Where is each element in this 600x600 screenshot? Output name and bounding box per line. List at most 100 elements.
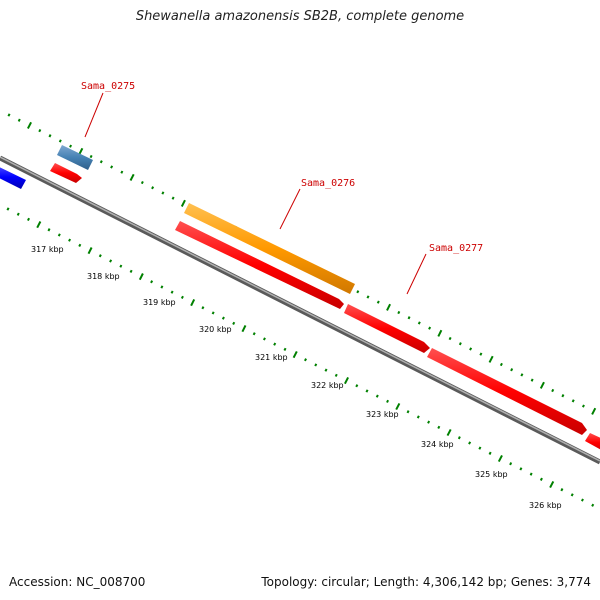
minor-tick <box>221 316 225 320</box>
label-leaders <box>84 92 427 295</box>
minor-tick <box>47 228 51 232</box>
minor-tick <box>160 285 164 289</box>
minor-tick <box>129 269 133 273</box>
feature-sama-0276-orange[interactable] <box>184 203 355 294</box>
minor-tick <box>581 404 585 408</box>
minor-tick <box>591 503 595 507</box>
minor-tick <box>38 128 42 133</box>
feature-blue-partial[interactable] <box>0 165 26 189</box>
major-tick <box>87 247 93 255</box>
major-tick <box>539 381 545 389</box>
minor-tick <box>407 316 411 320</box>
minor-tick <box>150 280 154 284</box>
minor-tick <box>171 196 175 200</box>
minor-tick <box>457 436 461 440</box>
minor-tick <box>273 342 277 346</box>
minor-tick <box>355 384 359 388</box>
minor-tick <box>478 446 482 450</box>
minor-tick <box>211 311 215 315</box>
minor-tick <box>539 477 543 481</box>
gene-label-sama-0276[interactable]: Sama_0276 <box>301 178 355 189</box>
major-tick <box>591 407 597 415</box>
minor-tick <box>488 451 492 455</box>
minor-tick <box>109 259 113 263</box>
minor-tick <box>151 186 155 190</box>
scale-label: 323 kbp <box>366 410 399 419</box>
minor-tick <box>499 362 503 367</box>
minor-tick <box>180 295 184 299</box>
major-tick <box>549 480 555 489</box>
minor-tick <box>406 410 410 414</box>
major-tick <box>446 428 452 437</box>
major-tick <box>386 303 391 311</box>
gene-label-sama-0275[interactable]: Sama_0275 <box>81 81 135 92</box>
minor-tick <box>262 337 266 341</box>
minor-tick <box>120 170 124 174</box>
minor-tick <box>561 394 565 398</box>
genome-backbone <box>0 155 600 465</box>
minor-tick <box>560 488 564 492</box>
gene-label-sama-0277[interactable]: Sama_0277 <box>429 243 483 254</box>
major-tick <box>190 298 196 307</box>
major-tick <box>497 454 503 463</box>
minor-tick <box>427 420 431 424</box>
feature-cds-next[interactable] <box>427 348 587 435</box>
feature-sama-0275-cds[interactable] <box>50 163 82 183</box>
major-tick <box>292 350 298 359</box>
feature-cds-edge[interactable] <box>585 433 600 452</box>
major-tick <box>180 199 186 207</box>
feature-sama-0277-cds[interactable] <box>344 304 430 353</box>
major-tick <box>27 121 32 129</box>
major-tick <box>437 329 443 337</box>
minor-tick <box>99 160 103 164</box>
minor-tick <box>89 154 93 159</box>
scale-labels: 317 kbp 318 kbp 319 kbp 320 kbp 321 kbp … <box>31 245 562 510</box>
minor-tick <box>428 326 432 330</box>
minor-tick <box>7 113 11 117</box>
minor-tick <box>529 472 533 476</box>
major-tick <box>36 221 42 229</box>
minor-tick <box>468 441 472 445</box>
minor-tick <box>417 321 421 325</box>
minor-tick <box>479 352 483 356</box>
minor-tick <box>376 300 380 304</box>
minor-tick <box>110 165 114 169</box>
scale-label: 319 kbp <box>143 298 176 307</box>
minor-tick <box>68 238 72 242</box>
minor-tick <box>161 191 165 195</box>
minor-tick <box>78 243 82 247</box>
minor-tick <box>386 399 390 403</box>
genome-summary-text: Topology: circular; Length: 4,306,142 bp… <box>261 575 591 589</box>
minor-tick <box>571 399 575 403</box>
major-tick <box>78 147 84 155</box>
minor-tick <box>334 373 338 377</box>
scale-label: 320 kbp <box>199 325 232 334</box>
minor-tick <box>48 134 52 138</box>
minor-tick <box>252 332 256 336</box>
minor-tick <box>57 233 61 237</box>
minor-tick <box>469 347 473 351</box>
minor-tick <box>530 378 534 382</box>
minor-tick <box>448 336 452 341</box>
major-tick <box>344 376 349 385</box>
feature-sama-0276-cds[interactable] <box>175 221 344 309</box>
minor-tick <box>397 310 401 315</box>
minor-tick <box>375 394 379 398</box>
minor-tick <box>69 144 73 148</box>
minor-tick <box>98 254 102 258</box>
feature-sama-0275-steel[interactable] <box>57 145 93 170</box>
minor-tick <box>580 498 584 502</box>
major-tick <box>138 273 144 281</box>
major-tick <box>488 355 494 363</box>
minor-tick <box>551 388 555 393</box>
minor-tick <box>314 363 318 367</box>
major-tick <box>129 173 135 181</box>
minor-tick <box>119 264 123 268</box>
minor-tick <box>6 207 10 211</box>
minor-tick <box>416 415 420 419</box>
minor-tick <box>356 290 360 294</box>
inner-tick-ring <box>6 207 595 507</box>
minor-tick <box>58 139 62 143</box>
scale-label: 318 kbp <box>87 272 120 281</box>
